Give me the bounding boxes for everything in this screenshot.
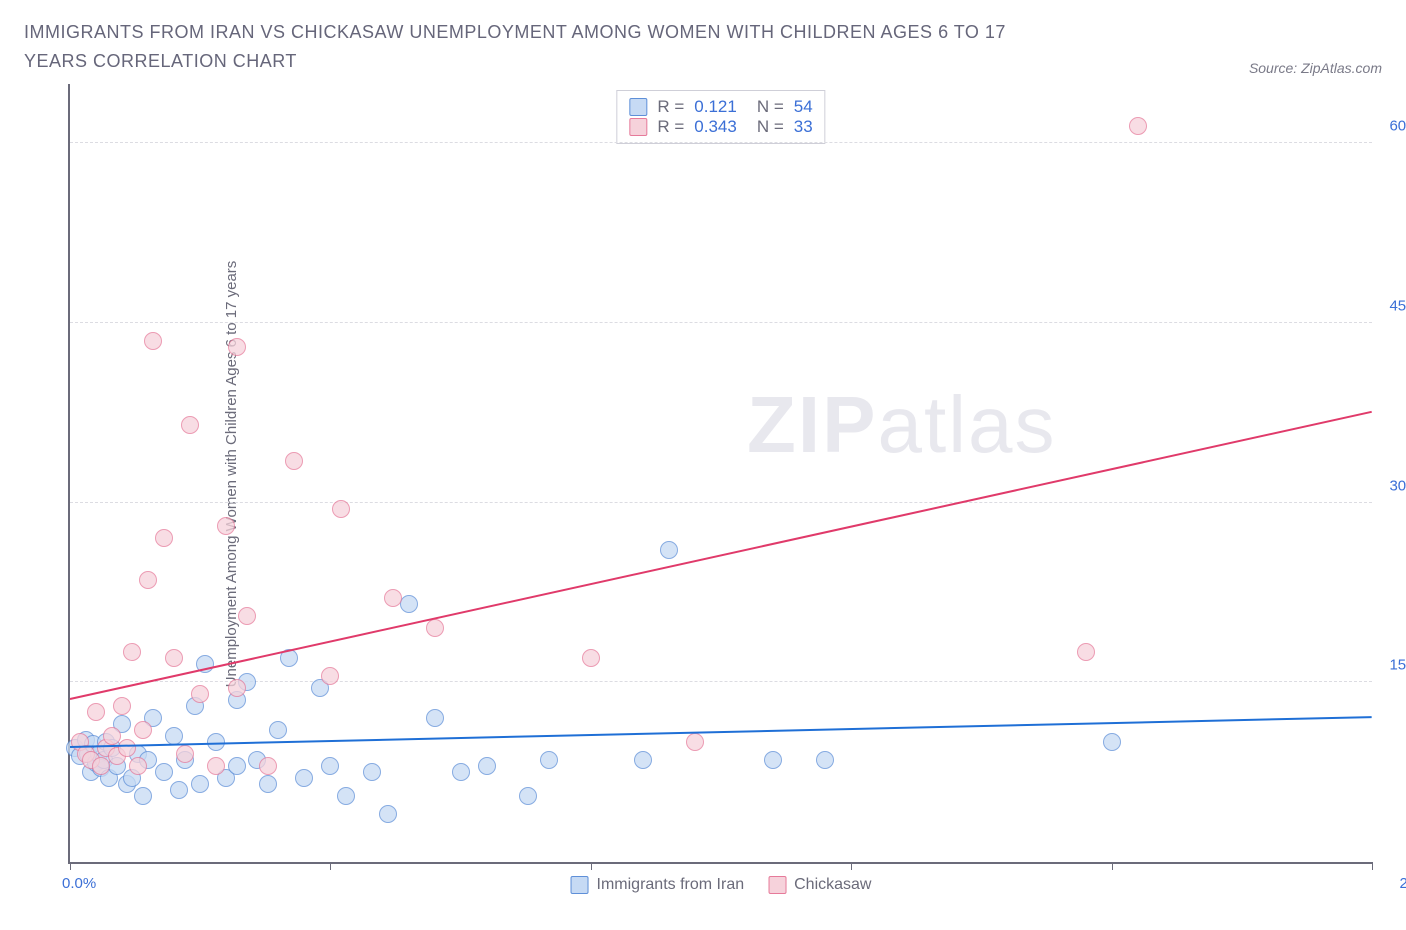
stats-row-iran: R = 0.121 N = 54 bbox=[629, 97, 812, 117]
scatter-point-chickasaw bbox=[1077, 643, 1095, 661]
scatter-point-chickasaw bbox=[228, 679, 246, 697]
x-min-label: 0.0% bbox=[62, 875, 96, 892]
scatter-point-chickasaw bbox=[207, 757, 225, 775]
scatter-point-iran bbox=[134, 787, 152, 805]
scatter-point-chickasaw bbox=[181, 416, 199, 434]
scatter-point-chickasaw bbox=[103, 727, 121, 745]
r-label: R = bbox=[657, 97, 684, 117]
chart-wrap: Unemployment Among Women with Children A… bbox=[24, 84, 1382, 864]
gridline bbox=[70, 322, 1372, 323]
x-tick bbox=[1372, 862, 1373, 870]
scatter-point-chickasaw bbox=[87, 703, 105, 721]
trendline-chickasaw bbox=[70, 411, 1372, 700]
legend-label-chickasaw: Chickasaw bbox=[794, 876, 871, 894]
scatter-point-iran bbox=[170, 781, 188, 799]
y-tick-label: 45.0% bbox=[1377, 297, 1406, 314]
scatter-point-iran bbox=[259, 775, 277, 793]
swatch-chickasaw bbox=[629, 118, 647, 136]
scatter-point-chickasaw bbox=[228, 338, 246, 356]
scatter-point-iran bbox=[634, 751, 652, 769]
scatter-point-iran bbox=[816, 751, 834, 769]
stats-row-chickasaw: R = 0.343 N = 33 bbox=[629, 117, 812, 137]
bottom-legend: Immigrants from Iran Chickasaw bbox=[571, 876, 872, 894]
x-tick bbox=[1112, 862, 1113, 870]
stats-box: R = 0.121 N = 54 R = 0.343 N = 33 bbox=[616, 90, 825, 144]
y-tick-label: 60.0% bbox=[1377, 118, 1406, 135]
legend-label-iran: Immigrants from Iran bbox=[597, 876, 745, 894]
scatter-point-chickasaw bbox=[139, 571, 157, 589]
y-tick-label: 15.0% bbox=[1377, 657, 1406, 674]
gridline bbox=[70, 681, 1372, 682]
scatter-point-chickasaw bbox=[155, 529, 173, 547]
watermark-light: atlas bbox=[877, 380, 1056, 469]
scatter-point-iran bbox=[764, 751, 782, 769]
scatter-point-iran bbox=[228, 757, 246, 775]
legend-swatch-chickasaw bbox=[768, 876, 786, 894]
n-value-chickasaw: 33 bbox=[794, 117, 813, 137]
scatter-point-chickasaw bbox=[321, 667, 339, 685]
scatter-point-iran bbox=[295, 769, 313, 787]
gridline bbox=[70, 502, 1372, 503]
x-tick bbox=[70, 862, 71, 870]
scatter-point-chickasaw bbox=[686, 733, 704, 751]
scatter-point-iran bbox=[337, 787, 355, 805]
r-label: R = bbox=[657, 117, 684, 137]
scatter-point-iran bbox=[269, 721, 287, 739]
scatter-point-chickasaw bbox=[332, 500, 350, 518]
scatter-point-chickasaw bbox=[129, 757, 147, 775]
scatter-point-chickasaw bbox=[426, 619, 444, 637]
scatter-point-chickasaw bbox=[123, 643, 141, 661]
legend-item-iran: Immigrants from Iran bbox=[571, 876, 745, 894]
legend-swatch-iran bbox=[571, 876, 589, 894]
n-label: N = bbox=[757, 97, 784, 117]
x-tick bbox=[591, 862, 592, 870]
scatter-point-iran bbox=[321, 757, 339, 775]
scatter-point-chickasaw bbox=[134, 721, 152, 739]
scatter-point-iran bbox=[660, 541, 678, 559]
legend-item-chickasaw: Chickasaw bbox=[768, 876, 871, 894]
scatter-point-iran bbox=[191, 775, 209, 793]
r-value-chickasaw: 0.343 bbox=[694, 117, 737, 137]
scatter-point-chickasaw bbox=[1129, 117, 1147, 135]
scatter-point-iran bbox=[1103, 733, 1121, 751]
scatter-point-chickasaw bbox=[238, 607, 256, 625]
scatter-point-chickasaw bbox=[217, 517, 235, 535]
scatter-point-iran bbox=[400, 595, 418, 613]
scatter-point-chickasaw bbox=[165, 649, 183, 667]
scatter-point-iran bbox=[363, 763, 381, 781]
scatter-point-iran bbox=[478, 757, 496, 775]
x-tick bbox=[330, 862, 331, 870]
scatter-point-chickasaw bbox=[582, 649, 600, 667]
chart-title: IMMIGRANTS FROM IRAN VS CHICKASAW UNEMPL… bbox=[24, 18, 1074, 76]
scatter-point-iran bbox=[379, 805, 397, 823]
source-label: Source: ZipAtlas.com bbox=[1249, 60, 1382, 76]
scatter-point-iran bbox=[540, 751, 558, 769]
y-tick-label: 30.0% bbox=[1377, 477, 1406, 494]
scatter-point-iran bbox=[165, 727, 183, 745]
scatter-point-chickasaw bbox=[176, 745, 194, 763]
gridline bbox=[70, 142, 1372, 143]
watermark-bold: ZIP bbox=[747, 380, 877, 469]
n-value-iran: 54 bbox=[794, 97, 813, 117]
scatter-point-chickasaw bbox=[285, 452, 303, 470]
watermark: ZIPatlas bbox=[747, 379, 1056, 471]
scatter-point-iran bbox=[452, 763, 470, 781]
scatter-point-chickasaw bbox=[259, 757, 277, 775]
n-label: N = bbox=[757, 117, 784, 137]
trendline-iran bbox=[70, 716, 1372, 748]
scatter-point-chickasaw bbox=[384, 589, 402, 607]
x-tick bbox=[851, 862, 852, 870]
swatch-iran bbox=[629, 98, 647, 116]
plot-area: ZIPatlas R = 0.121 N = 54 R = 0.343 N = … bbox=[68, 84, 1372, 864]
scatter-point-iran bbox=[426, 709, 444, 727]
scatter-point-chickasaw bbox=[144, 332, 162, 350]
chart-header: IMMIGRANTS FROM IRAN VS CHICKASAW UNEMPL… bbox=[24, 18, 1382, 76]
x-max-label: 25.0% bbox=[1399, 875, 1406, 892]
r-value-iran: 0.121 bbox=[694, 97, 737, 117]
scatter-point-chickasaw bbox=[191, 685, 209, 703]
scatter-point-iran bbox=[155, 763, 173, 781]
scatter-point-chickasaw bbox=[113, 697, 131, 715]
scatter-point-iran bbox=[519, 787, 537, 805]
scatter-point-chickasaw bbox=[118, 739, 136, 757]
